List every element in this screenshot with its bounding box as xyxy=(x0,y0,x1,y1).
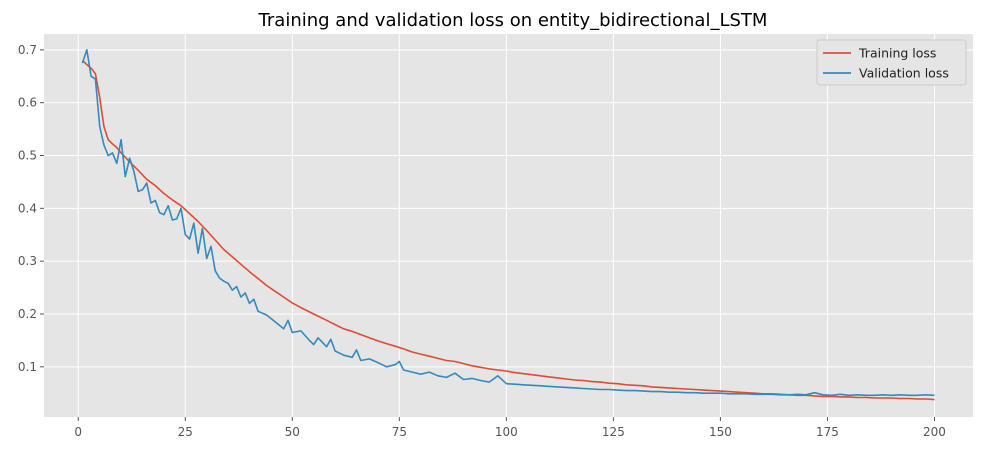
x-tick-label: 125 xyxy=(602,425,625,439)
x-tick-label: 200 xyxy=(923,425,946,439)
y-tick-label: 0.3 xyxy=(18,254,37,268)
legend-box xyxy=(816,39,967,86)
y-tick-label: 0.6 xyxy=(18,96,37,110)
y-tick-label: 0.5 xyxy=(18,149,37,163)
y-tick-label: 0.4 xyxy=(18,201,37,215)
chart-title: Training and validation loss on entity_b… xyxy=(258,10,768,31)
validation-loss-line xyxy=(81,49,935,397)
series-lines xyxy=(81,49,935,401)
y-tick-label: 0.2 xyxy=(18,307,37,321)
y-tick-label: 0.1 xyxy=(18,360,37,374)
x-tick-label: 100 xyxy=(495,425,518,439)
x-tick-label: 75 xyxy=(392,425,407,439)
legend-label: Validation loss xyxy=(859,66,949,81)
legend-label: Training loss xyxy=(858,46,936,61)
x-tick-label: 150 xyxy=(709,425,732,439)
gridlines xyxy=(44,34,973,417)
y-tick-label: 0.7 xyxy=(18,43,37,57)
plot-area xyxy=(44,34,973,417)
x-tick-label: 175 xyxy=(816,425,839,439)
x-tick-label: 0 xyxy=(74,425,82,439)
legend: Training loss Validation loss xyxy=(816,39,967,86)
x-tick-label: 25 xyxy=(178,425,193,439)
x-tick-label: 50 xyxy=(285,425,300,439)
axis-ticks: 0 25 50 75 100 125 150 175 200 0.1 0.2 0.3 0.4 0.5 0.6… xyxy=(18,43,946,439)
